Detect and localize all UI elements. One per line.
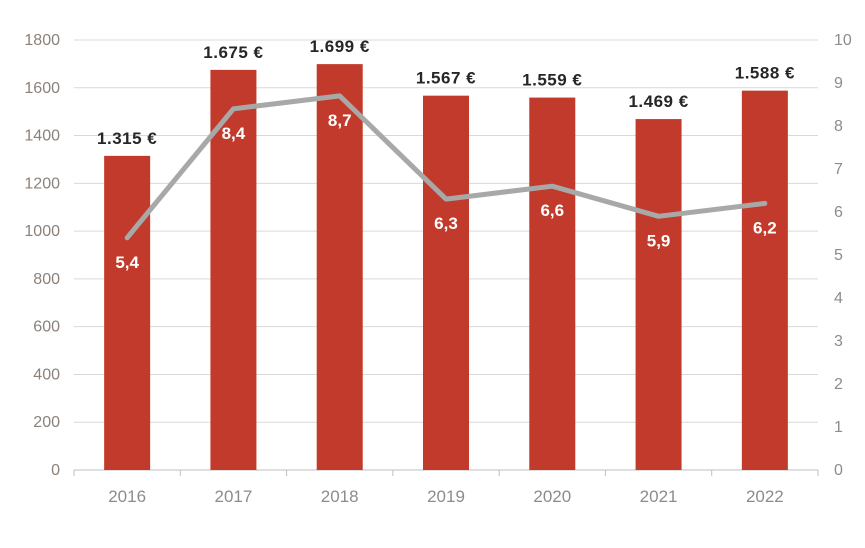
bar <box>316 64 363 470</box>
bar-value-label: 1.315 € <box>97 129 157 148</box>
left-axis-tick-label: 1200 <box>24 175 60 192</box>
x-axis-tick-label: 2022 <box>746 487 784 506</box>
bar-value-label: 1.588 € <box>735 64 795 83</box>
left-axis-tick-label: 400 <box>33 366 60 383</box>
x-axis-tick-label: 2016 <box>108 487 146 506</box>
bar-value-label: 1.469 € <box>628 92 688 111</box>
right-axis-tick-label: 1 <box>834 419 843 436</box>
left-axis-tick-label: 1000 <box>24 223 60 240</box>
left-axis-tick-label: 800 <box>33 271 60 288</box>
right-axis-tick-label: 6 <box>834 204 843 221</box>
line-value-label: 6,3 <box>434 214 458 233</box>
left-axis-tick-label: 200 <box>33 414 60 431</box>
right-axis-tick-label: 0 <box>834 462 843 479</box>
right-axis-tick-label: 2 <box>834 376 843 393</box>
bar-value-label: 1.675 € <box>203 43 263 62</box>
line-value-label: 5,9 <box>647 231 671 250</box>
right-axis-tick-label: 4 <box>834 290 843 307</box>
x-axis-tick-label: 2018 <box>321 487 359 506</box>
bar <box>635 119 682 471</box>
left-axis-tick-label: 600 <box>33 319 60 336</box>
left-axis-tick-label: 1400 <box>24 128 60 145</box>
bar <box>104 155 151 470</box>
bar-value-label: 1.699 € <box>310 37 370 56</box>
right-axis-tick-label: 9 <box>834 75 843 92</box>
line-value-label: 6,2 <box>753 218 777 237</box>
line-series <box>124 93 768 241</box>
bar <box>423 95 469 471</box>
line-value-label: 8,7 <box>328 111 352 130</box>
line-value-label: 8,4 <box>222 124 246 143</box>
bar <box>210 69 257 470</box>
bar-value-label: 1.567 € <box>416 69 476 88</box>
x-axis-tick-label: 2021 <box>640 487 678 506</box>
left-axis-tick-label: 1800 <box>24 32 60 49</box>
bar-value-label: 1.559 € <box>522 71 582 90</box>
line-value-label: 6,6 <box>540 201 564 220</box>
right-axis-tick-label: 7 <box>834 161 843 178</box>
x-axis-tick-label: 2020 <box>533 487 571 506</box>
left-axis-tick-label: 0 <box>51 462 60 479</box>
bar <box>741 90 788 471</box>
bar <box>529 97 576 471</box>
right-axis-tick-label: 8 <box>834 118 843 135</box>
line-value-label: 5,4 <box>115 253 139 272</box>
left-axis-tick-label: 1600 <box>24 80 60 97</box>
x-axis-tick-label: 2017 <box>215 487 253 506</box>
x-axis-tick-label: 2019 <box>427 487 465 506</box>
right-axis-tick-label: 3 <box>834 333 843 350</box>
right-axis-tick-label: 5 <box>834 247 843 264</box>
right-axis-tick-label: 10 <box>834 32 852 49</box>
